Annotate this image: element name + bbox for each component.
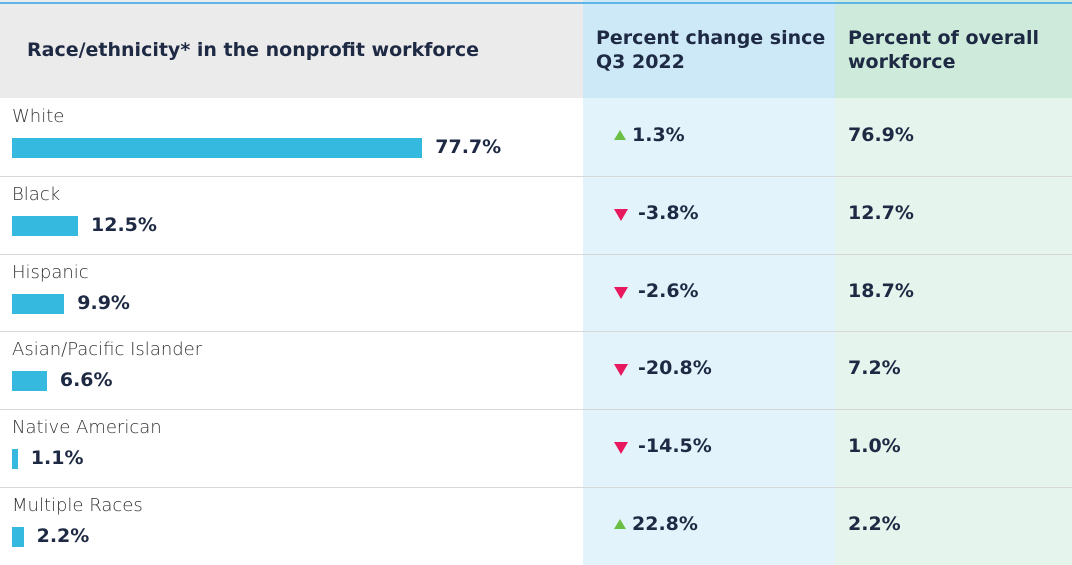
- row-label: Native American: [12, 417, 162, 439]
- bar-value-label: 12.5%: [91, 213, 157, 236]
- bar-value-label: 1.1%: [30, 447, 84, 470]
- row-label: Asian/Pacific Islander: [12, 339, 203, 361]
- change-arrow: [614, 208, 628, 221]
- share-value: 12.7%: [848, 201, 914, 224]
- change-value: 1.3%: [632, 124, 685, 146]
- change-value: -3.8%: [638, 201, 699, 224]
- bar: [12, 527, 24, 547]
- change-value: -14.5%: [638, 435, 712, 458]
- share-value: 7.2%: [848, 357, 901, 380]
- row-divider: [0, 331, 1072, 333]
- bar-value-label: 9.9%: [77, 291, 130, 314]
- bar-value-label: 6.6%: [59, 369, 113, 392]
- column-header: Race/ethnicity* in the nonprofit workfor…: [27, 39, 479, 61]
- row-divider: [0, 253, 1072, 255]
- row-divider: [0, 175, 1072, 177]
- change-arrow: [614, 364, 628, 377]
- header-bg: [0, 0, 583, 98]
- bar-value-label: 77.7%: [435, 136, 502, 158]
- top-rule: [0, 2, 1072, 4]
- share-value: 1.0%: [848, 435, 901, 458]
- row-label: White: [12, 106, 65, 127]
- bar: [12, 371, 47, 392]
- bar-value-label: 2.2%: [36, 525, 90, 547]
- change-arrow: [614, 130, 626, 140]
- change-value: 22.8%: [632, 513, 698, 535]
- bar: [12, 293, 65, 314]
- change-arrow: [614, 442, 628, 455]
- share-value: 2.2%: [848, 513, 901, 535]
- column-header: Percent change since Q3 2022: [596, 27, 826, 73]
- row-divider: [0, 409, 1072, 411]
- bar: [12, 138, 423, 158]
- column-header: Percent of overall workforce: [848, 27, 1040, 73]
- share-value: 76.9%: [848, 124, 914, 146]
- change-arrow: [614, 286, 628, 299]
- bar: [12, 215, 78, 236]
- share-value: 18.7%: [848, 279, 914, 302]
- bar: [12, 449, 18, 470]
- change-value: -2.6%: [638, 279, 699, 302]
- row-label: Hispanic: [12, 261, 89, 283]
- row-divider: [0, 487, 1072, 488]
- row-label: Multiple Races: [12, 495, 143, 516]
- header-bg: [583, 0, 835, 98]
- change-arrow: [614, 519, 626, 529]
- header-bg: [835, 0, 1072, 98]
- change-value: -20.8%: [638, 357, 712, 380]
- row-label: Black: [12, 183, 61, 205]
